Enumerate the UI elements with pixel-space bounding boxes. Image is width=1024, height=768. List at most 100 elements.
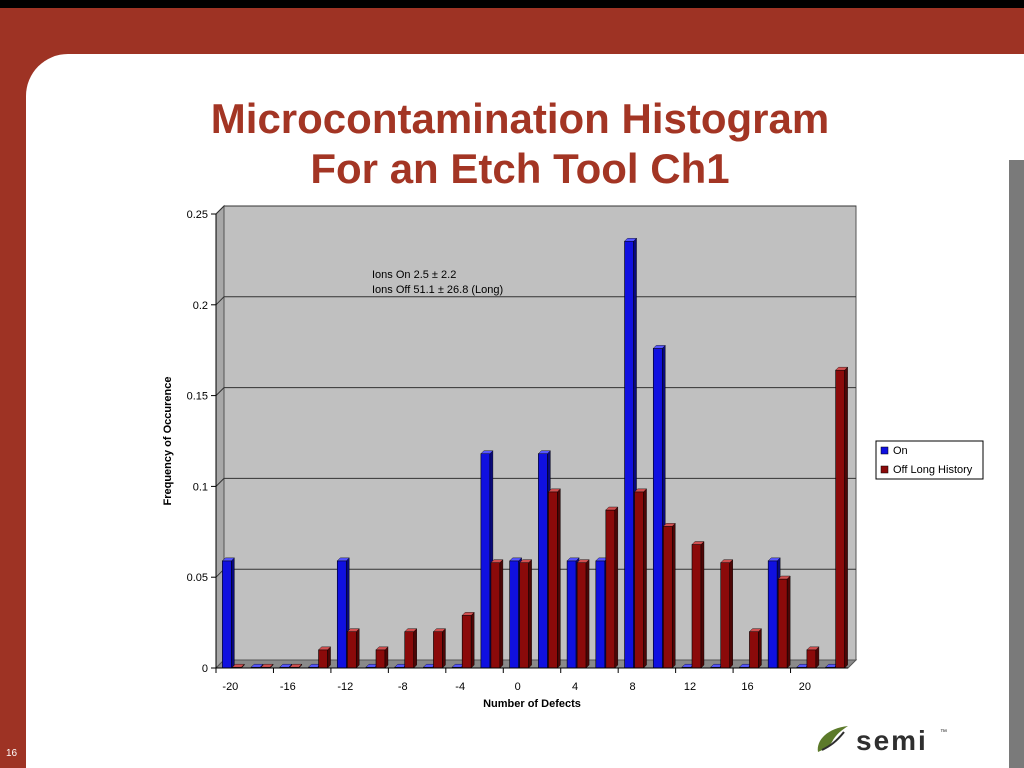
- bar-top: [336, 557, 350, 562]
- logo-text: semi: [856, 725, 928, 756]
- bar-off: [519, 559, 533, 669]
- bar-off: [346, 628, 360, 669]
- x-tick-label: -20: [222, 681, 238, 693]
- slide-title: Microcontamination Histogram For an Etch…: [130, 94, 910, 194]
- bar-off: [432, 628, 446, 669]
- bar-top: [652, 345, 666, 349]
- y-axis-title: Frequency of Occurence: [162, 377, 174, 506]
- legend-label: On: [893, 445, 908, 457]
- bar-top: [691, 541, 705, 545]
- x-tick-label: 20: [799, 681, 811, 693]
- bar-top: [519, 559, 533, 563]
- top-black-bar: [0, 0, 1024, 8]
- bar-front: [336, 560, 347, 669]
- bar-side: [729, 559, 733, 669]
- x-tick-label: 12: [684, 681, 696, 693]
- bar-front: [691, 544, 702, 669]
- bar-off: [461, 611, 475, 669]
- bar-side: [672, 522, 676, 669]
- bar-side: [585, 559, 590, 669]
- bar-front: [634, 491, 644, 669]
- stats-annotation: Ions Off 51.1 ± 26.8 (Long): [372, 284, 503, 296]
- gridline: [215, 387, 856, 396]
- y-tick-label: 0.05: [187, 572, 208, 584]
- bar-top: [720, 559, 734, 563]
- bar-off: [835, 366, 849, 669]
- bar-front: [490, 562, 501, 669]
- bar-front: [777, 578, 788, 669]
- x-tick-label: 16: [741, 681, 753, 693]
- bar-side: [384, 646, 389, 669]
- bar-off: [662, 522, 676, 669]
- bar-side: [643, 488, 647, 669]
- x-tick-label: 0: [515, 681, 521, 693]
- stats-annotation: Ions On 2.5 ± 2.2: [372, 269, 456, 281]
- bar-top: [777, 575, 791, 580]
- x-tick-label: -12: [337, 681, 353, 693]
- gridline: [215, 296, 856, 306]
- bar-side: [442, 628, 446, 669]
- bar-top: [250, 664, 264, 668]
- bar-front: [222, 560, 232, 669]
- bar-front: [548, 491, 558, 669]
- svg-text:™: ™: [940, 729, 947, 736]
- bar-side: [786, 575, 791, 669]
- bar-top: [835, 366, 849, 371]
- slide-number: 16: [6, 748, 18, 759]
- gridline: [215, 477, 856, 487]
- bar-top: [662, 523, 676, 527]
- legend-label: Off Long History: [893, 464, 973, 476]
- bar-off: [318, 646, 332, 669]
- bar-side: [327, 646, 331, 669]
- bar-front: [318, 649, 328, 669]
- bar-off: [605, 506, 619, 669]
- bar-side: [499, 559, 504, 669]
- gridline: [215, 205, 856, 215]
- bar-front: [519, 562, 529, 669]
- bar-front: [433, 631, 443, 669]
- bar-side: [758, 628, 762, 669]
- y-tick-label: 0.25: [187, 209, 208, 221]
- bar-top: [289, 664, 303, 668]
- y-tick-label: 0: [202, 663, 208, 675]
- bar-side: [844, 366, 848, 669]
- bar-front: [835, 369, 845, 669]
- bar-front: [720, 562, 731, 669]
- bar-top: [490, 559, 504, 563]
- x-tick-label: 8: [629, 681, 635, 693]
- bar-off: [404, 628, 418, 669]
- bar-side: [356, 628, 360, 669]
- bar-off: [691, 541, 705, 669]
- bar-top: [537, 450, 551, 454]
- bar-top: [231, 664, 245, 668]
- bar-top: [260, 664, 274, 668]
- y-tick-label: 0.15: [187, 391, 208, 403]
- bar-front: [461, 615, 472, 669]
- bar-front: [576, 562, 587, 669]
- bar-top: [375, 646, 389, 651]
- bar-side: [557, 488, 561, 669]
- bar-front: [375, 649, 386, 669]
- bar-front: [605, 509, 616, 669]
- y-tick-label: 0.2: [193, 300, 208, 312]
- bar-front: [595, 560, 606, 669]
- bar-off: [547, 488, 561, 669]
- x-tick-label: 4: [572, 681, 578, 693]
- bar-off: [720, 559, 734, 669]
- bar-side: [700, 541, 705, 669]
- bar-top: [634, 488, 648, 493]
- slide-title-line1: Microcontamination Histogram: [210, 95, 830, 142]
- bar-front: [509, 560, 519, 669]
- bar-side: [614, 506, 619, 669]
- x-axis-title: Number of Defects: [483, 698, 581, 710]
- semi-logo: semi ™: [817, 725, 947, 756]
- bar-off: [375, 646, 389, 669]
- x-tick-label: -4: [455, 681, 465, 693]
- bar-top: [748, 628, 762, 632]
- bar-top: [432, 628, 446, 632]
- bar-front: [538, 453, 548, 669]
- bar-front: [767, 560, 778, 669]
- x-tick-label: -16: [280, 681, 296, 693]
- bar-off: [634, 488, 648, 669]
